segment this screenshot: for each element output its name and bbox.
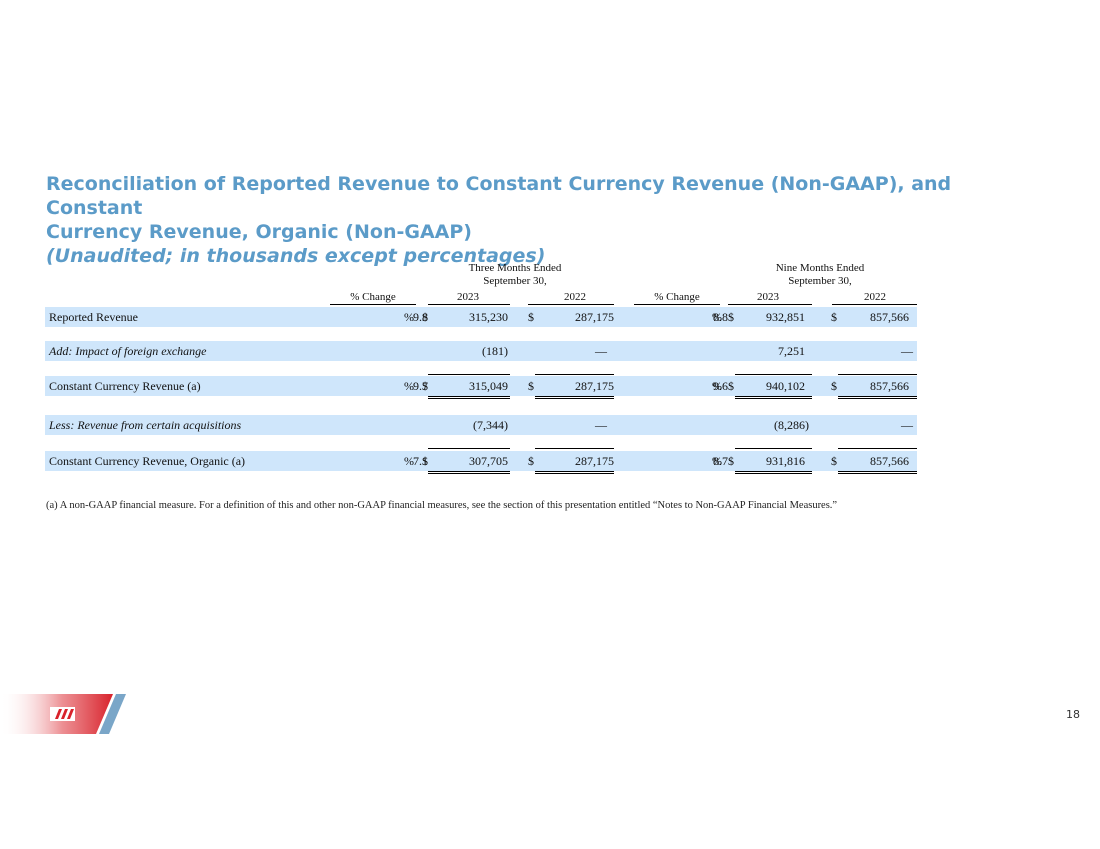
n-2022-dollar: $ (831, 454, 837, 468)
n-2022-value: — (901, 344, 913, 358)
q-2022-value: 287,175 (575, 379, 614, 393)
row-label: Constant Currency Revenue, Organic (a) (49, 454, 246, 468)
table-row-fx-impact: Add: Impact of foreign exchange (181) — … (45, 341, 917, 361)
table-row-acquisitions: Less: Revenue from certain acquisitions … (45, 415, 917, 435)
q-2022-value: — (595, 344, 607, 358)
subtotal-rule (735, 374, 812, 375)
header-2023-n: 2023 (757, 291, 779, 303)
subtotal-rule (535, 448, 614, 449)
q-2022-value: 287,175 (575, 310, 614, 324)
q-2022-value: — (595, 418, 607, 432)
n-2022-value: 857,566 (870, 310, 909, 324)
header-pct-change-q: % Change (350, 291, 396, 303)
q-dollar: $ (422, 310, 428, 324)
table-row-reported-revenue: Reported Revenue 9.8 % $ 315,230 $ 287,1… (45, 307, 917, 327)
n-2022-dollar: $ (831, 310, 837, 324)
n-pct-symbol: % (712, 454, 722, 468)
q-dollar: $ (422, 379, 428, 393)
n-pct: 9.6 (713, 379, 728, 393)
header-rule (528, 304, 614, 305)
q-2022-dollar: $ (528, 379, 534, 393)
title-subtitle: (Unaudited; in thousands except percenta… (46, 245, 546, 267)
q-pct: 9.8 (413, 310, 428, 324)
n-pct-symbol: % (712, 310, 722, 324)
company-logo-icon (0, 694, 126, 734)
subtotal-rule (428, 374, 510, 375)
q-pct-symbol: % (404, 454, 414, 468)
total-double-rule (735, 396, 812, 399)
footnote: (a) A non-GAAP financial measure. For a … (46, 500, 838, 511)
q-2023-value: 307,705 (469, 454, 508, 468)
q-2022-dollar: $ (528, 310, 534, 324)
header-nine-months-line2: September 30, (788, 275, 852, 287)
page-title: Reconciliation of Reported Revenue to Co… (46, 172, 1006, 268)
total-double-rule (535, 396, 614, 399)
n-dollar: $ (728, 310, 734, 324)
row-label: Add: Impact of foreign exchange (49, 344, 207, 358)
row-label: Less: Revenue from certain acquisitions (49, 418, 242, 432)
n-2022-value: 857,566 (870, 379, 909, 393)
q-2022-value: 287,175 (575, 454, 614, 468)
n-2023-value: 7,251 (778, 344, 805, 358)
header-nine-months: Nine Months Ended September 30, (735, 262, 905, 288)
subtotal-rule (535, 374, 614, 375)
header-2022-n: 2022 (864, 291, 886, 303)
header-rule (728, 304, 812, 305)
title-line-2: Currency Revenue, Organic (Non-GAAP) (46, 221, 472, 243)
total-double-rule (838, 396, 917, 399)
page-number: 18 (1066, 708, 1080, 721)
header-three-months: Three Months Ended September 30, (430, 262, 600, 288)
total-double-rule (535, 471, 614, 474)
n-2023-value: 932,851 (766, 310, 805, 324)
n-2023-value: 931,816 (766, 454, 805, 468)
q-2023-value: 315,230 (469, 310, 508, 324)
header-rule (330, 304, 416, 305)
subtotal-rule (838, 374, 917, 375)
subtotal-rule (838, 448, 917, 449)
q-2022-dollar: $ (528, 454, 534, 468)
header-2022-q: 2022 (564, 291, 586, 303)
total-double-rule (428, 471, 510, 474)
n-pct: 8.8 (713, 310, 728, 324)
header-2023-q: 2023 (457, 291, 479, 303)
table-row-organic-revenue: Constant Currency Revenue, Organic (a) 7… (45, 451, 917, 471)
q-2023-value: 315,049 (469, 379, 508, 393)
row-label: Reported Revenue (49, 310, 138, 324)
header-rule (428, 304, 510, 305)
q-pct: 9.7 (413, 379, 428, 393)
q-pct-symbol: % (404, 310, 414, 324)
subtotal-rule (428, 448, 510, 449)
row-label: Constant Currency Revenue (a) (49, 379, 201, 393)
n-pct-symbol: % (712, 379, 722, 393)
q-dollar: $ (422, 454, 428, 468)
header-nine-months-line1: Nine Months Ended (775, 262, 865, 274)
header-rule (634, 304, 720, 305)
n-2023-value: 940,102 (766, 379, 805, 393)
n-2022-value: 857,566 (870, 454, 909, 468)
n-dollar: $ (728, 379, 734, 393)
n-pct: 8.7 (713, 454, 728, 468)
title-line-1: Reconciliation of Reported Revenue to Co… (46, 173, 952, 219)
q-2023-value: (181) (482, 344, 508, 358)
header-three-months-line1: Three Months Ended (468, 262, 562, 274)
table-row-constant-currency-revenue: Constant Currency Revenue (a) 9.7 % $ 31… (45, 376, 917, 396)
total-double-rule (428, 396, 510, 399)
header-rule (832, 304, 917, 305)
header-pct-change-n: % Change (654, 291, 700, 303)
total-double-rule (838, 471, 917, 474)
n-2022-value: — (901, 418, 913, 432)
q-2023-value: (7,344) (473, 418, 508, 432)
n-2022-dollar: $ (831, 379, 837, 393)
header-three-months-line2: September 30, (483, 275, 547, 287)
total-double-rule (735, 471, 812, 474)
q-pct-symbol: % (404, 379, 414, 393)
n-dollar: $ (728, 454, 734, 468)
subtotal-rule (735, 448, 812, 449)
n-2023-value: (8,286) (774, 418, 809, 432)
q-pct: 7.1 (413, 454, 428, 468)
